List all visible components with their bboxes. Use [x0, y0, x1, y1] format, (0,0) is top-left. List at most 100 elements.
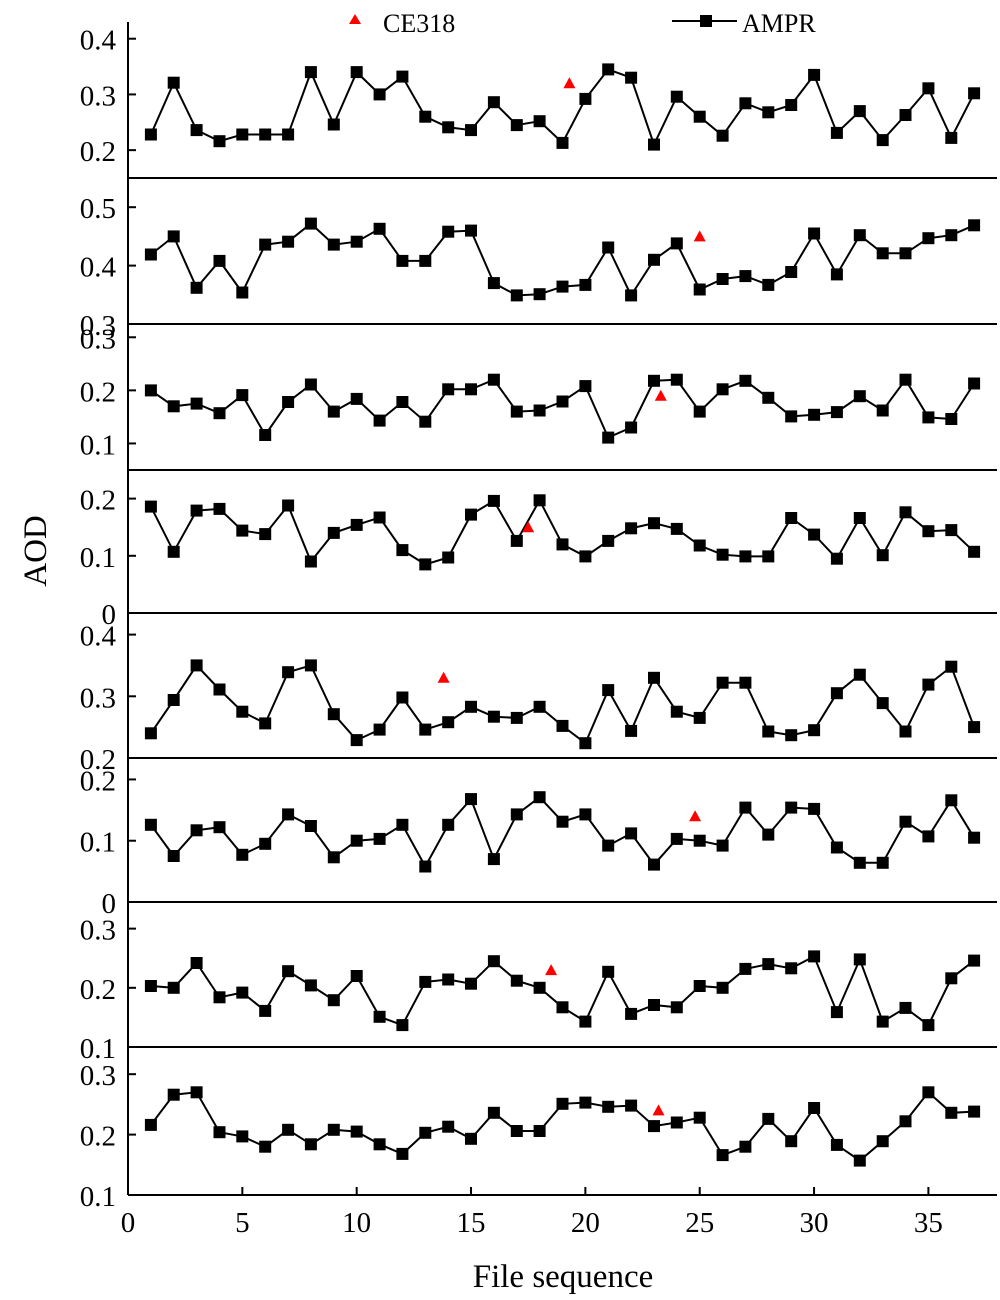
- panel-5-ampr-point: [648, 671, 660, 684]
- panel-3-ampr-point: [144, 384, 157, 397]
- panel-8-ampr-point: [670, 1116, 683, 1129]
- panel-5-ampr-point: [144, 727, 157, 740]
- panel-4-ampr-point: [922, 525, 935, 538]
- panel-4-ampr-point: [213, 502, 226, 515]
- panel-8-ampr-point: [327, 1123, 340, 1136]
- panel-6-ampr-point: [259, 837, 272, 850]
- x-tick-label: 5: [235, 1207, 250, 1239]
- panel-6-ampr-point: [510, 808, 523, 821]
- panel-3-ampr-point: [808, 408, 821, 421]
- panel-5-ampr-point: [236, 705, 249, 718]
- x-tick-label: 30: [800, 1207, 829, 1239]
- panel-5-ampr-point: [899, 725, 912, 738]
- panel-7-ampr-point: [830, 1006, 843, 1019]
- panel-5-ampr-point: [419, 723, 432, 736]
- panel-5-ampr-point: [853, 668, 866, 681]
- panel-2-ampr-point: [556, 280, 569, 293]
- panel-6-ampr-point: [556, 815, 569, 828]
- panel-1-ampr-point: [442, 121, 455, 134]
- panel-8-ampr-point: [419, 1126, 432, 1139]
- panel-5-ampr-point: [968, 721, 981, 734]
- panel-1-ampr-point: [396, 70, 409, 83]
- panel-4-ampr-point: [304, 555, 317, 568]
- panel-6-ampr-point: [419, 860, 432, 873]
- panel-8-y-tick-label: 0.2: [80, 1121, 116, 1153]
- panel-3-ampr-point: [922, 411, 935, 424]
- panel-5-ampr-point: [579, 737, 592, 750]
- panel-1-ampr-point: [510, 119, 523, 132]
- panel-2-ampr-point: [350, 235, 363, 248]
- panel-4-ampr-point: [739, 550, 752, 563]
- panel-3-ampr-point: [693, 405, 706, 418]
- panel-5-ampr-point: [693, 711, 706, 724]
- panel-2-ampr-point: [510, 289, 523, 302]
- panel-1-ampr-point: [350, 66, 363, 79]
- panel-6-ampr-point: [945, 794, 958, 807]
- panel-8-ampr-point: [282, 1123, 295, 1136]
- panel-8-ampr-point: [762, 1112, 775, 1125]
- panel-2-ampr-point: [785, 266, 798, 278]
- panel-5-ampr-point: [739, 676, 752, 689]
- panel-1-ampr-point: [533, 115, 546, 128]
- panel-7-ampr-point: [670, 1001, 683, 1014]
- panel-6-ampr-point: [830, 841, 843, 854]
- panel-2-ampr-point: [190, 281, 203, 294]
- panel-8-ampr-point: [236, 1130, 249, 1143]
- panel-8-ampr-point: [716, 1149, 729, 1162]
- panel-4-ampr-point: [510, 534, 523, 547]
- panel-3-ampr-point: [510, 405, 523, 418]
- panel-1-ampr-point: [922, 82, 935, 95]
- panel-3-ampr-line: [150, 377, 975, 439]
- panel-6-ampr-point: [236, 848, 249, 861]
- panel-7-y-tick-label: 0.3: [80, 915, 116, 947]
- panel-3-ampr-point: [350, 392, 363, 405]
- panel-6-y-tick-label: 0: [102, 888, 117, 920]
- panel-4-ampr-point: [670, 522, 683, 535]
- panel-4-ampr-point: [602, 534, 615, 547]
- x-tick-label: 25: [685, 1207, 714, 1239]
- panel-6-ampr-point: [282, 808, 295, 821]
- panel-7-ampr-point: [167, 981, 180, 994]
- panel-2-ampr-point: [876, 247, 889, 260]
- panel-1-ampr-point: [487, 96, 500, 109]
- panel-7-ampr-point: [327, 994, 340, 1007]
- panel-4-ampr-point: [236, 524, 249, 537]
- panel-4-y-tick-label: 0: [102, 599, 117, 631]
- panel-7-ampr-point: [510, 974, 523, 987]
- panel-6-ampr-point: [487, 853, 500, 866]
- panel-1-ampr-point: [144, 128, 157, 141]
- panel-3-ampr-point: [670, 373, 683, 386]
- panel-6-ampr-point: [739, 801, 752, 814]
- panel-2-ampr-point: [327, 238, 340, 251]
- y-axis-title: AOD: [18, 515, 54, 587]
- panel-2-ampr-point: [670, 237, 683, 250]
- panel-1-ampr-point: [327, 118, 340, 131]
- panel-4-ampr-point: [350, 518, 363, 531]
- panel-6-ampr-point: [899, 815, 912, 828]
- panel-5-y-tick-label: 0.3: [80, 682, 116, 714]
- panel-4-ampr-point: [556, 538, 569, 551]
- panel-3-ampr-point: [876, 404, 889, 417]
- panel-7-ampr-point: [282, 965, 295, 978]
- panel-2-ampr-point: [442, 225, 455, 238]
- panel-7-ampr-point: [922, 1019, 935, 1032]
- legend-ampr-marker: [700, 15, 712, 27]
- panel-5-ampr-point: [190, 659, 203, 672]
- panel-2-ampr-point: [739, 270, 752, 283]
- panel-4-ampr-point: [465, 508, 477, 521]
- panel-4-ampr-point: [693, 539, 706, 552]
- panel-1-ampr-point: [716, 129, 729, 142]
- panel-8-ampr-point: [876, 1135, 889, 1148]
- panel-5-ampr-point: [533, 700, 546, 713]
- panel-4-ampr-line: [150, 498, 975, 566]
- x-tick-label: 35: [914, 1207, 943, 1239]
- legend: CE318 AMPR: [349, 9, 816, 38]
- panel-8-ampr-point: [808, 1102, 821, 1114]
- panel-1-ampr-point: [282, 128, 295, 141]
- panel-8-ampr-point: [533, 1125, 546, 1137]
- panel-1-ampr-point: [579, 92, 592, 105]
- panel-4-ampr-point: [808, 528, 821, 541]
- panel-3-ampr-point: [282, 396, 295, 408]
- panel-6-ampr-point: [968, 831, 981, 844]
